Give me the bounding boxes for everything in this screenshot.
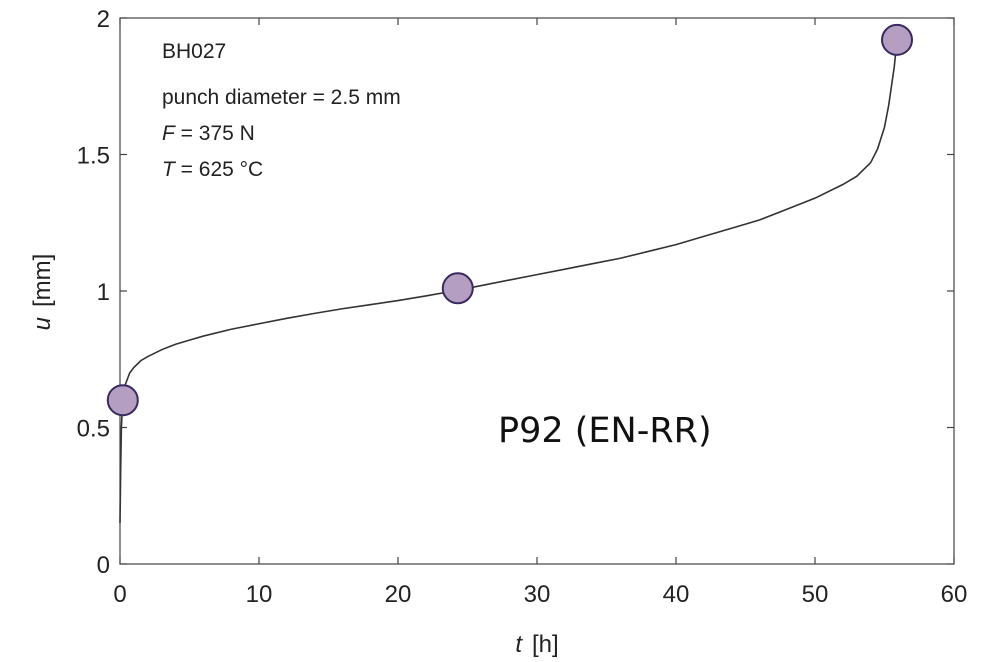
x-tick-label: 30 (524, 581, 551, 608)
y-tick-label: 0.5 (77, 416, 110, 443)
y-tick-label: 2 (97, 6, 110, 33)
annotation-force: F = 375 N (162, 122, 255, 145)
marker-point (881, 23, 914, 56)
x-tick-label: 50 (802, 581, 829, 608)
y-tick-label: 1 (97, 279, 110, 306)
x-tick-label: 20 (385, 581, 412, 608)
highlight-markers (106, 23, 914, 417)
annotation-material: P92 (EN-RR) (498, 411, 712, 451)
y-axis-label: u[mm] (29, 254, 56, 331)
x-tick-label: 60 (941, 581, 968, 608)
x-tick-label: 0 (113, 581, 126, 608)
x-axis-ticks: 0 10 20 30 40 50 60 (113, 18, 967, 608)
x-axis-label: t [h] (515, 631, 558, 658)
marker-point (106, 384, 139, 417)
marker-point (441, 272, 474, 305)
series-line (119, 39, 898, 524)
annotation-specimen: BH027 (162, 40, 226, 63)
y-tick-label: 1.5 (77, 143, 110, 170)
annotation-punch-diameter: punch diameter = 2.5 mm (162, 86, 401, 109)
plot-area (119, 17, 955, 565)
annotation-temperature: T = 625 °C (162, 158, 263, 181)
y-axis-ticks: 0 0.5 1 1.5 2 (77, 6, 954, 579)
x-tick-label: 10 (246, 581, 273, 608)
x-tick-label: 40 (663, 581, 690, 608)
y-tick-label: 0 (97, 552, 110, 579)
